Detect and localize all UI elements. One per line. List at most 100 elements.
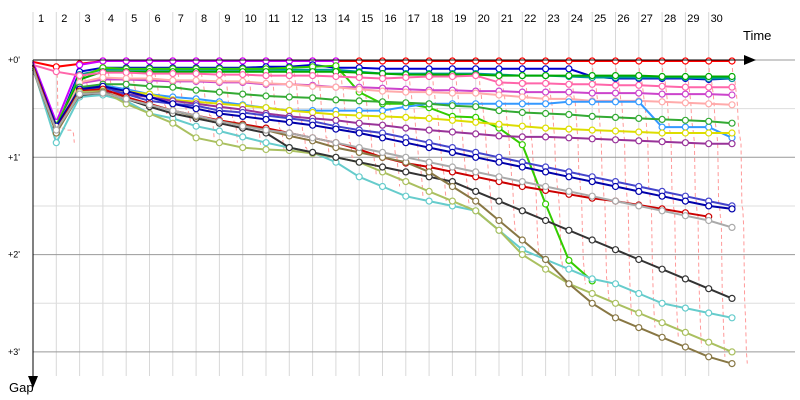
data-point [659, 208, 665, 214]
data-point [682, 130, 688, 136]
data-point [519, 208, 525, 214]
x-tick-label: 7 [178, 13, 184, 25]
data-point [263, 58, 269, 64]
x-tick-label: 26 [617, 13, 629, 25]
data-point [403, 75, 409, 81]
data-point [543, 257, 549, 263]
data-point [473, 188, 479, 194]
data-point [380, 99, 386, 105]
data-point [659, 116, 665, 122]
data-point [380, 108, 386, 114]
data-point [566, 112, 572, 118]
data-point [286, 145, 292, 151]
data-point [636, 325, 642, 331]
data-point [426, 145, 432, 151]
data-point [706, 203, 712, 209]
data-point [636, 90, 642, 96]
x-tick-label: 30 [711, 13, 723, 25]
data-point [286, 81, 292, 87]
x-tick-label: 23 [547, 13, 559, 25]
data-point [356, 120, 362, 126]
data-point [333, 126, 339, 132]
x-tick-label: 11 [268, 13, 279, 25]
data-point [263, 116, 269, 122]
data-point [170, 101, 176, 107]
data-point [263, 93, 269, 99]
data-point [543, 125, 549, 131]
data-point [636, 203, 642, 209]
x-tick-label: 21 [501, 13, 513, 25]
data-point [380, 113, 386, 119]
data-point [729, 141, 735, 147]
data-point [519, 134, 525, 140]
data-point [310, 122, 316, 128]
data-point [589, 81, 595, 87]
data-point [682, 276, 688, 282]
data-point [380, 164, 386, 170]
data-point [682, 140, 688, 146]
data-point [589, 276, 595, 282]
data-point [403, 193, 409, 199]
data-point [170, 84, 176, 90]
data-point [216, 140, 222, 146]
data-point [216, 128, 222, 134]
data-point [193, 58, 199, 64]
data-point [636, 129, 642, 135]
data-point [496, 121, 502, 127]
data-point [496, 73, 502, 79]
data-point [566, 66, 572, 72]
data-point [589, 113, 595, 119]
data-point [706, 141, 712, 147]
data-point [682, 117, 688, 123]
x-tick-label: 6 [154, 13, 160, 25]
data-point [449, 149, 455, 155]
data-point [216, 118, 222, 124]
data-point [706, 101, 712, 107]
data-point [659, 193, 665, 199]
data-point [729, 120, 735, 126]
data-point [682, 124, 688, 130]
data-point [519, 164, 525, 170]
data-point [403, 169, 409, 175]
data-point [473, 73, 479, 79]
data-point [519, 110, 525, 116]
data-point [613, 128, 619, 134]
data-point [310, 83, 316, 89]
x-tick-label: 15 [361, 13, 373, 25]
data-point [170, 58, 176, 64]
data-point [543, 66, 549, 72]
data-point [193, 113, 199, 119]
data-point [613, 99, 619, 105]
data-point [473, 208, 479, 214]
data-point [193, 87, 199, 93]
data-point [496, 159, 502, 165]
x-tick-label: 5 [131, 13, 137, 25]
data-point [100, 75, 106, 81]
data-point [636, 73, 642, 79]
data-point [473, 58, 479, 64]
x-tick-label: 16 [384, 13, 396, 25]
data-point [519, 58, 525, 64]
data-point [682, 91, 688, 97]
data-point [403, 179, 409, 185]
x-tick-label: 28 [664, 13, 676, 25]
data-point [566, 188, 572, 194]
data-point [263, 140, 269, 146]
data-point [706, 118, 712, 124]
x-tick-label: 13 [314, 13, 326, 25]
data-point [170, 77, 176, 83]
data-point [613, 281, 619, 287]
data-point [613, 58, 619, 64]
data-point [706, 124, 712, 130]
data-point [193, 123, 199, 129]
data-point [589, 136, 595, 142]
data-point [519, 73, 525, 79]
data-point [566, 126, 572, 132]
data-point [123, 96, 129, 102]
data-point [543, 266, 549, 272]
data-point [449, 184, 455, 190]
x-tick-label: 4 [108, 13, 114, 25]
data-point [729, 102, 735, 108]
data-point [566, 257, 572, 263]
